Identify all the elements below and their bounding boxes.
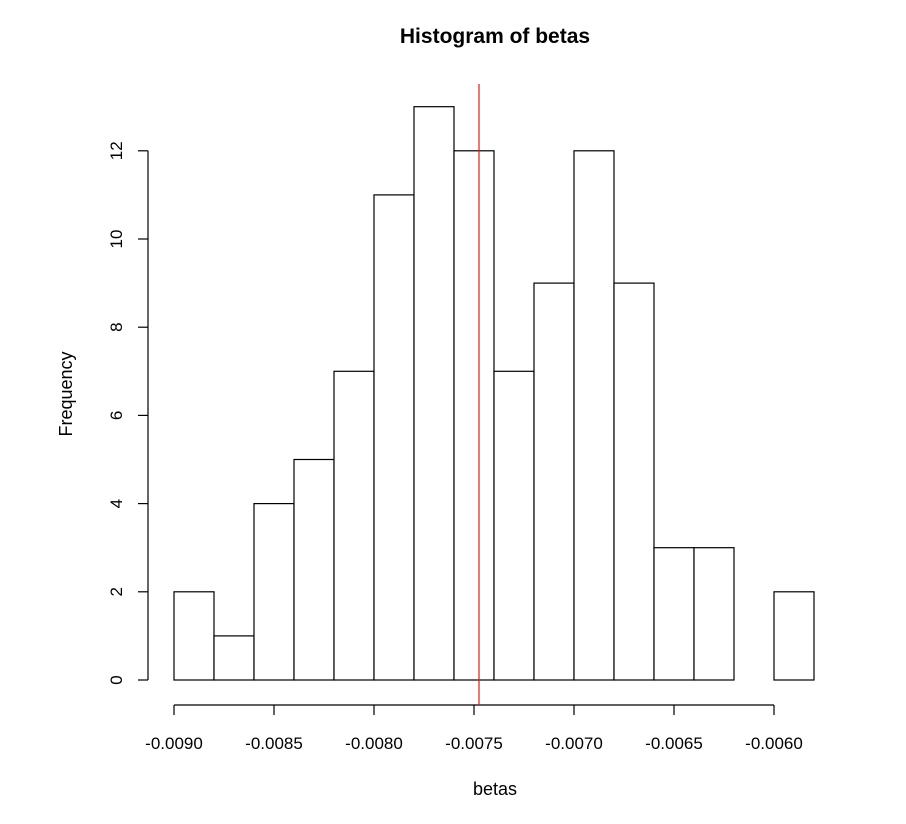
histogram-bar	[493, 370, 535, 681]
y-tick-label: 6	[107, 411, 126, 420]
histogram-bar	[773, 591, 815, 681]
histogram-bar	[213, 635, 255, 681]
x-axis: -0.0090 -0.0085 -0.0080 -0.0075 -0.0070 -0.00…	[145, 704, 803, 753]
y-tick-label: 8	[107, 322, 126, 331]
y-axis: 0 2 4 6 8 10 12	[107, 141, 149, 685]
histogram-bar	[293, 458, 335, 681]
histogram-bar	[653, 547, 695, 681]
histogram-bar	[533, 282, 575, 681]
histogram-bar	[613, 282, 655, 681]
y-tick-label: 12	[107, 141, 126, 160]
chart-title: Histogram of betas	[400, 25, 590, 48]
y-axis-label: Frequency	[56, 351, 76, 436]
x-tick-label: -0.0085	[245, 734, 303, 753]
histogram-bar	[413, 106, 455, 681]
histogram-bar	[373, 194, 415, 681]
y-tick-label: 4	[107, 499, 126, 508]
y-tick-label: 10	[107, 230, 126, 249]
x-tick-label: -0.0065	[645, 734, 703, 753]
x-tick-label: -0.0080	[345, 734, 403, 753]
histogram-bar	[173, 591, 215, 681]
y-tick-label: 0	[107, 675, 126, 684]
histogram-bar	[333, 370, 375, 681]
x-tick-label: -0.0060	[745, 734, 803, 753]
x-tick-label: -0.0075	[445, 734, 503, 753]
x-axis-label: betas	[473, 779, 517, 799]
x-tick-label: -0.0090	[145, 734, 203, 753]
histogram-bars	[173, 106, 815, 681]
y-tick-label: 2	[107, 587, 126, 596]
x-tick-label: -0.0070	[545, 734, 603, 753]
histogram-bar	[693, 547, 735, 681]
histogram-bar	[573, 150, 615, 681]
histogram-bar	[253, 503, 295, 681]
histogram-bar	[453, 150, 495, 681]
